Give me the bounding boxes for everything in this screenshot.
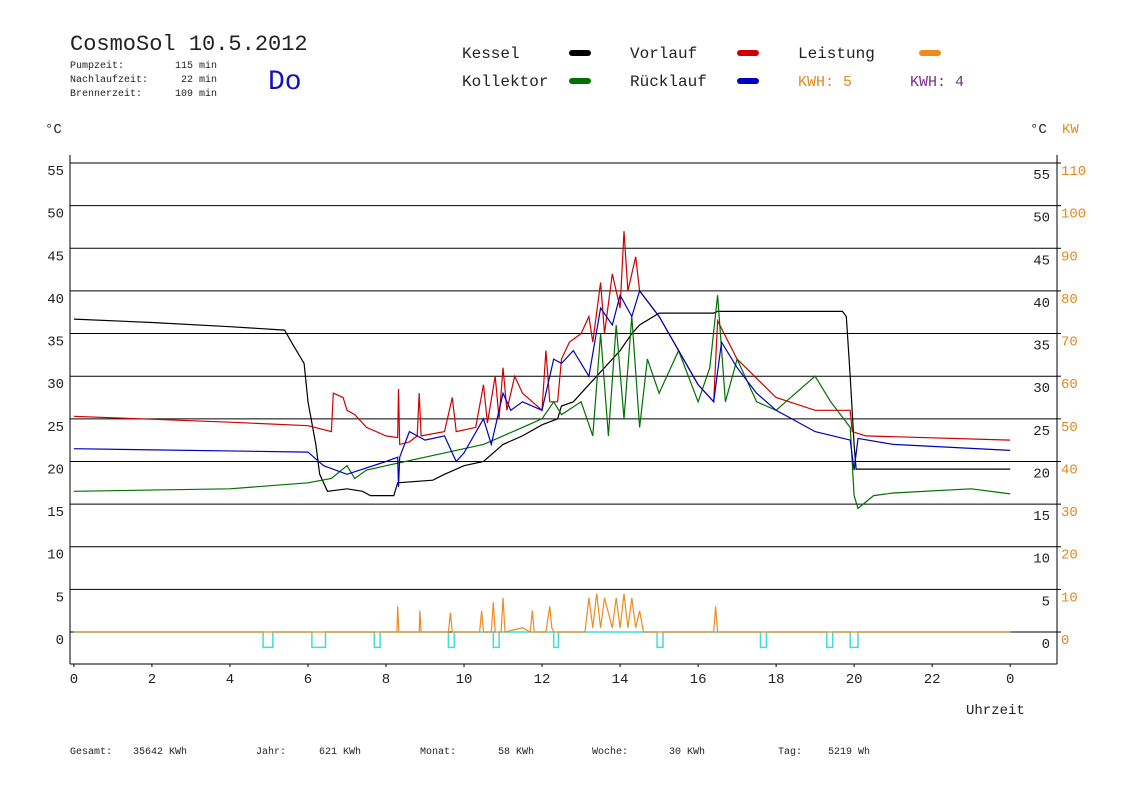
total-label: Tag: [778, 747, 802, 758]
x-axis-label: Uhrzeit [966, 703, 1025, 719]
y2-tick-label: 5 [1042, 594, 1050, 610]
x-tick-label: 10 [456, 672, 473, 688]
y2-tick-label: 90 [1061, 249, 1078, 265]
y-axis-label: °C [45, 122, 62, 138]
y2-tick-label: 110 [1061, 164, 1086, 180]
x-tick-label: 0 [70, 672, 78, 688]
x-tick-label: 20 [846, 672, 863, 688]
series-line [73, 289, 1011, 488]
x-tick-label: 12 [534, 672, 551, 688]
y-tick-label: 15 [47, 505, 64, 521]
y-tick-label: 25 [47, 420, 64, 436]
y2-tick-label: 40 [1033, 296, 1050, 312]
x-tick-label: 6 [304, 672, 312, 688]
x-tick-label: 8 [382, 672, 390, 688]
y-tick-label: 50 [47, 207, 64, 223]
y2-tick-label: 45 [1033, 253, 1050, 269]
x-tick-label: 4 [226, 672, 234, 688]
total-value: 30 KWh [669, 746, 705, 758]
total-label: Monat: [420, 747, 456, 758]
total-label: Woche: [592, 746, 628, 758]
y2-tick-label: 55 [1033, 168, 1050, 184]
y-tick-label: 30 [47, 377, 64, 393]
legend-label: Leistung [798, 45, 875, 63]
y2-tick-label: 10 [1061, 590, 1078, 606]
info-value: 22 min [181, 74, 217, 86]
x-tick-label: 0 [1006, 672, 1014, 688]
total-value: 58 KWh [498, 746, 534, 758]
y2-tick-label: 50 [1033, 211, 1050, 227]
x-tick-label: 22 [924, 672, 941, 688]
series-line [73, 593, 1011, 633]
x-tick-label: 16 [690, 672, 707, 688]
y-tick-label: 40 [47, 292, 64, 308]
total-value: 621 KWh [319, 746, 361, 758]
y-tick-label: 0 [56, 633, 64, 649]
x-tick-label: 18 [768, 672, 785, 688]
y2-tick-label: 50 [1061, 420, 1078, 436]
info-value: 109 min [175, 88, 217, 100]
y2-tick-label: 100 [1061, 207, 1086, 223]
x-tick-label: 2 [148, 672, 156, 688]
y-tick-label: 20 [47, 462, 64, 478]
y2-tick-label: 30 [1033, 381, 1050, 397]
y2-tick-label: 20 [1033, 466, 1050, 482]
total-label: Jahr: [256, 746, 286, 758]
x-tick-label: 14 [612, 672, 629, 688]
total-label: Gesamt: [70, 747, 112, 758]
legend-label: Rücklauf [630, 73, 707, 91]
info-label: Pumpzeit: [70, 60, 124, 72]
y2-tick-label: 20 [1061, 548, 1078, 564]
y2-tick-label: 60 [1061, 377, 1078, 393]
weekday: Do [268, 67, 302, 98]
kwh-label: KWH: 4 [910, 74, 964, 91]
pump-line [73, 631, 1011, 649]
y-tick-label: 45 [47, 249, 64, 265]
y2-tick-label: 0 [1042, 637, 1050, 653]
y-tick-label: 5 [56, 590, 64, 606]
info-label: Brennerzeit: [70, 88, 142, 100]
chart-title: CosmoSol 10.5.2012 [70, 32, 308, 57]
series-line [73, 295, 1011, 510]
total-value: 35642 KWh [133, 746, 187, 758]
y2-tick-label: 70 [1061, 335, 1078, 351]
y2-tick-label: 10 [1033, 552, 1050, 568]
y2-tick-label: 35 [1033, 339, 1050, 355]
y2-unit: KW [1062, 122, 1079, 138]
legend-label: Vorlauf [630, 45, 697, 63]
info-value: 115 min [175, 60, 217, 72]
y2-tick-label: 30 [1061, 505, 1078, 521]
y2-tick-label: 40 [1061, 462, 1078, 478]
y2-tick-label: 0 [1061, 633, 1069, 649]
y2-tick-label: 80 [1061, 292, 1078, 308]
y2-tick-label: 25 [1033, 424, 1050, 440]
y-tick-label: 10 [47, 548, 64, 564]
kwh-label: KWH: 5 [798, 74, 852, 91]
legend-label: Kollektor [462, 73, 548, 91]
info-label: Nachlaufzeit: [70, 74, 148, 86]
total-value: 5219 Wh [828, 746, 870, 758]
y-tick-label: 35 [47, 335, 64, 351]
y-tick-label: 55 [47, 164, 64, 180]
y2-axis-label: °C [1030, 122, 1047, 138]
legend-label: Kessel [462, 45, 520, 63]
y2-tick-label: 15 [1033, 509, 1050, 525]
